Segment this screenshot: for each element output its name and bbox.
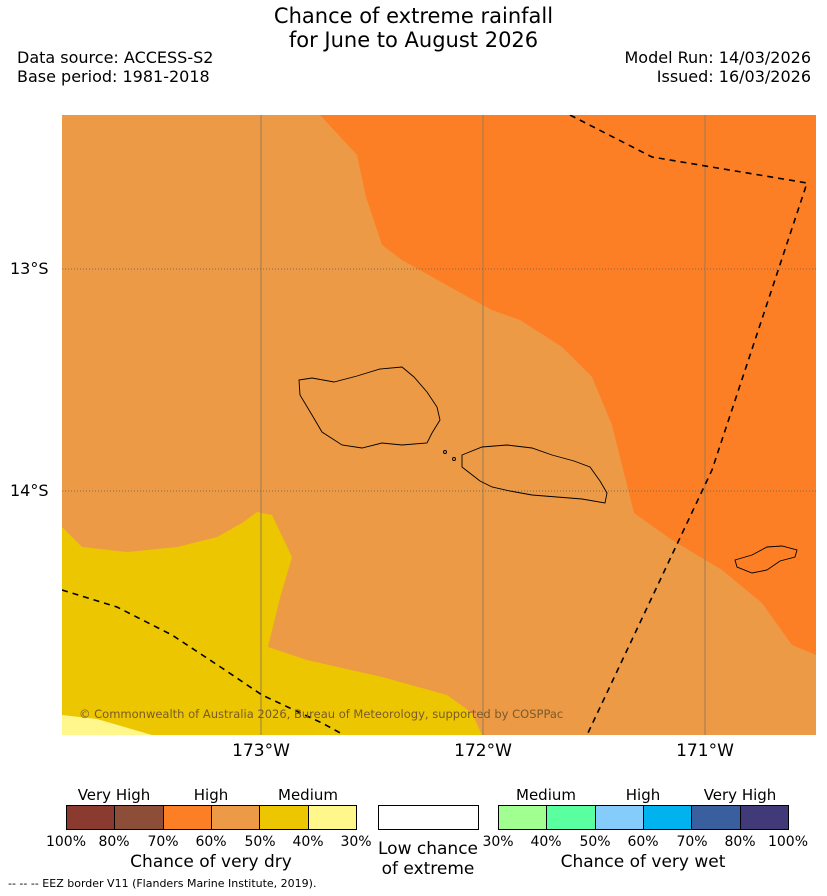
wet-level-high: High [625, 786, 661, 804]
dry-tick: 80% [98, 834, 130, 850]
wet-tick: 70% [676, 834, 708, 850]
wet-colorbar [498, 805, 789, 830]
savaii-island-outline [298, 366, 441, 449]
low-chance-line-2: of extreme [381, 859, 475, 879]
dry-tick: 40% [292, 834, 324, 850]
dry-tick: 30% [340, 834, 372, 850]
wet-tick: 30% [482, 834, 514, 850]
low-chance-swatch [378, 805, 479, 830]
map-panel: © Commonwealth of Australia 2026, Bureau… [62, 115, 816, 735]
tutuila-island-outline [734, 545, 798, 574]
wet-level-medium: Medium [516, 786, 576, 804]
dry-swatch-60-50 [211, 806, 261, 829]
dry-tick: 100% [45, 834, 87, 850]
wet-level-very-high: Very High [703, 786, 777, 804]
dry-swatch-100-80 [67, 806, 116, 829]
medium-dry-region [62, 512, 482, 735]
graticule-longitude [260, 115, 706, 735]
wet-swatch-50-60 [595, 806, 644, 829]
islet-outline [443, 450, 447, 454]
medium-dry-light-region [62, 715, 152, 735]
copyright-label: © Commonwealth of Australia 2026, Bureau… [79, 707, 563, 721]
wet-swatch-80-100 [740, 806, 788, 829]
islet-outline [452, 457, 456, 461]
dry-tick: 50% [244, 834, 276, 850]
dry-colorbar [66, 805, 357, 830]
dry-swatch-50-40 [260, 806, 309, 829]
lon-label-172w: 172°W [454, 741, 512, 761]
dry-tick: 70% [147, 834, 179, 850]
meta-left: Data source: ACCESS-S2 Base period: 1981… [17, 48, 213, 86]
map-canvas: © Commonwealth of Australia 2026, Bureau… [62, 115, 816, 735]
dry-swatch-40-30 [308, 806, 356, 829]
wet-swatch-30-40 [499, 806, 548, 829]
islands [298, 366, 798, 574]
eez-border-note: -- -- -- EEZ border V11 (Flanders Marine… [8, 877, 317, 890]
dry-level-medium: Medium [278, 786, 338, 804]
wet-tick: 100% [767, 834, 809, 850]
wet-tick: 40% [530, 834, 562, 850]
upolu-island-outline [461, 444, 608, 504]
title-line-2: for June to August 2026 [288, 28, 539, 52]
wet-swatch-60-70 [643, 806, 693, 829]
wet-tick: 80% [724, 834, 756, 850]
dry-level-very-high: Very High [77, 786, 151, 804]
wet-swatch-40-50 [547, 806, 596, 829]
lat-label-14s: 14°S [10, 481, 49, 500]
data-source-label: Data source: ACCESS-S2 [17, 48, 214, 67]
lon-label-173w: 173°W [232, 741, 290, 761]
lon-label-171w: 171°W [676, 741, 734, 761]
wet-caption: Chance of very wet [560, 852, 726, 872]
meta-right: Model Run: 14/03/2026 Issued: 16/03/2026 [625, 48, 812, 86]
base-period-label: Base period: 1981-2018 [17, 67, 210, 86]
wet-tick: 50% [579, 834, 611, 850]
dry-tick: 60% [195, 834, 227, 850]
low-chance-caption: Low chance of extreme [378, 839, 478, 879]
wet-tick: 60% [627, 834, 659, 850]
wet-swatch-70-80 [692, 806, 741, 829]
lat-label-13s: 13°S [10, 259, 49, 278]
map-title: Chance of extreme rainfall for June to A… [0, 4, 827, 52]
low-chance-line-1: Low chance [378, 839, 478, 859]
dry-level-high: High [193, 786, 229, 804]
issued-label: Issued: 16/03/2026 [656, 67, 811, 86]
high-dry-60-70-region [320, 115, 816, 655]
title-line-1: Chance of extreme rainfall [273, 4, 554, 28]
dry-caption: Chance of very dry [130, 852, 292, 872]
dry-swatch-80-70 [115, 806, 164, 829]
model-run-label: Model Run: 14/03/2026 [624, 48, 812, 67]
eez-border [62, 115, 809, 735]
dry-swatch-70-60 [163, 806, 212, 829]
